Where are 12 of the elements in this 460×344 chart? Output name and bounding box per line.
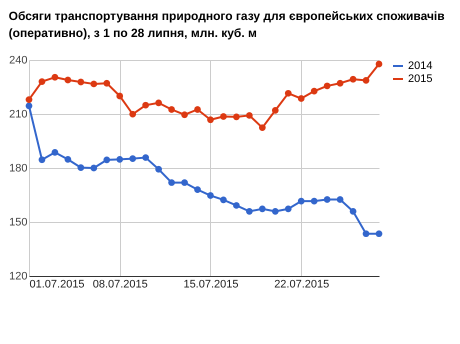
x-tick-label: 01.07.2015 <box>30 278 85 290</box>
y-tick-label: 240 <box>9 54 28 66</box>
y-tick-label: 180 <box>9 162 28 174</box>
y-tick-label: 150 <box>9 216 28 228</box>
legend-label: 2015 <box>408 73 432 85</box>
x-tick-label: 08.07.2015 <box>92 278 148 290</box>
x-tick-label: 15.07.2015 <box>183 278 239 290</box>
y-tick-label: 210 <box>9 108 28 120</box>
chart-title: Обсяги транспортування природного газу для європейських споживачів (оперативно), з 1 по 28 липня, млн. куб. м <box>8 9 445 40</box>
legend-label: 2014 <box>408 60 432 72</box>
y-tick-label: 120 <box>9 270 28 282</box>
x-tick-label: 22.07.2015 <box>274 278 330 290</box>
